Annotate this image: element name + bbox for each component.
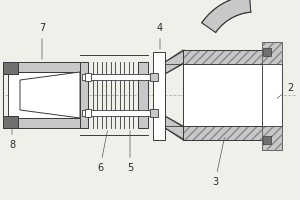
Bar [82,74,162,80]
Bar [183,126,262,140]
Polygon shape [165,116,185,140]
Bar [80,62,88,128]
Bar [85,109,91,117]
Bar [183,50,262,64]
Text: 7: 7 [39,23,45,59]
Text: 2: 2 [277,83,293,98]
Text: 5: 5 [127,131,133,173]
Bar [85,73,91,81]
Text: 3: 3 [212,138,224,187]
Bar [263,48,271,56]
Text: 4: 4 [157,23,163,49]
Bar [183,126,262,140]
Bar [262,42,282,150]
Bar [263,136,271,144]
Bar [138,62,148,128]
Text: 8: 8 [9,128,15,150]
Bar [82,110,162,116]
Polygon shape [20,72,80,118]
Bar [183,64,262,126]
Bar [8,72,80,118]
Bar [8,118,80,128]
Bar [183,50,262,64]
Polygon shape [202,0,251,32]
Bar [3,62,18,74]
Bar [262,64,282,126]
Bar [150,109,158,117]
Bar [3,116,18,128]
Bar [262,42,282,150]
Bar [153,52,165,140]
Bar [8,62,80,72]
Polygon shape [165,50,185,74]
Text: 6: 6 [97,131,107,173]
Bar [150,73,158,81]
